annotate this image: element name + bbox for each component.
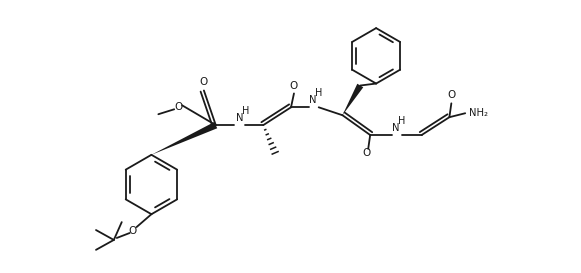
Text: N: N bbox=[309, 95, 317, 105]
Polygon shape bbox=[152, 122, 217, 155]
Text: N: N bbox=[392, 123, 400, 133]
Text: N: N bbox=[236, 113, 243, 123]
Text: O: O bbox=[290, 81, 298, 91]
Text: O: O bbox=[362, 148, 370, 158]
Text: H: H bbox=[398, 116, 406, 126]
Text: O: O bbox=[447, 90, 456, 100]
Text: O: O bbox=[200, 76, 208, 87]
Text: O: O bbox=[128, 226, 137, 236]
Polygon shape bbox=[342, 84, 363, 115]
Text: H: H bbox=[242, 106, 249, 116]
Text: NH₂: NH₂ bbox=[469, 108, 488, 118]
Text: H: H bbox=[315, 88, 322, 99]
Text: O: O bbox=[174, 102, 182, 112]
